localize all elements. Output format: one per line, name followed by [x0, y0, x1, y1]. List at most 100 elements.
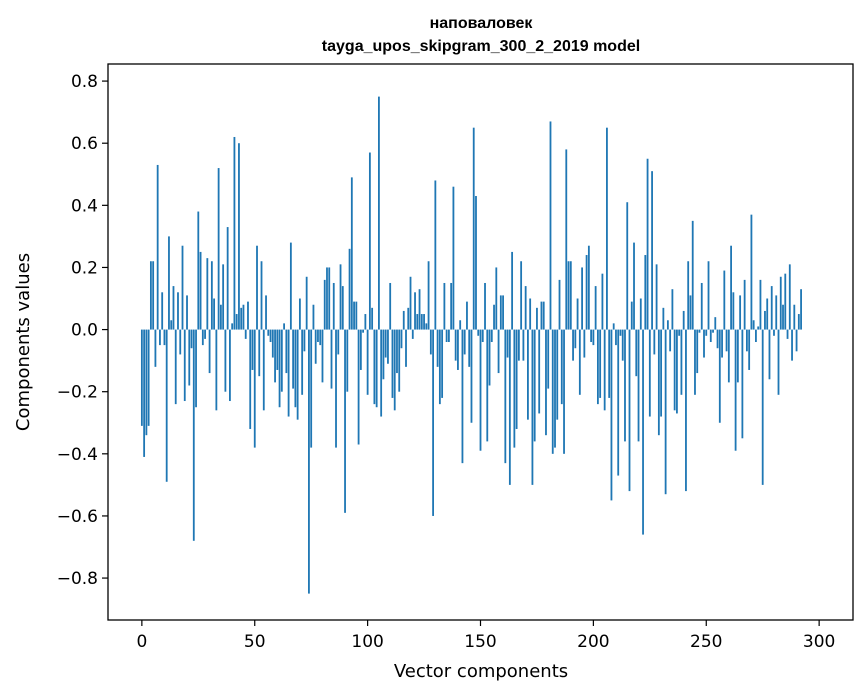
bar-146 — [470, 329, 473, 423]
bar-215 — [626, 202, 629, 330]
bar-153 — [486, 329, 489, 442]
x-tick-label: 200 — [577, 632, 609, 652]
bar-190 — [569, 261, 572, 330]
bar-285 — [784, 273, 787, 330]
bar-74 — [308, 329, 310, 594]
bar-212 — [619, 329, 622, 336]
bar-277 — [766, 298, 769, 330]
bar-237 — [676, 329, 678, 414]
bar-44 — [240, 307, 243, 330]
bar-54 — [262, 329, 265, 411]
bar-177 — [540, 301, 543, 330]
bar-149 — [477, 329, 480, 336]
bar-156 — [493, 304, 495, 330]
bar-219 — [635, 329, 638, 377]
bar-106 — [380, 329, 383, 417]
bar-22 — [190, 329, 193, 349]
bar-276 — [764, 310, 766, 330]
bar-265 — [739, 295, 742, 330]
bar-281 — [775, 295, 778, 330]
bar-21 — [188, 329, 191, 386]
bar-132 — [438, 329, 441, 405]
bar-115 — [400, 329, 403, 349]
bar-200 — [592, 329, 595, 346]
x-axis-ticks: 0 50 100 150 200 250 300 — [136, 620, 835, 652]
bar-202 — [596, 329, 599, 405]
bar-291 — [797, 314, 800, 330]
bar-267 — [743, 279, 746, 330]
bar-32 — [213, 298, 216, 330]
bar-169 — [522, 329, 525, 361]
bar-224 — [646, 158, 649, 330]
bar-116 — [402, 310, 405, 330]
bar-7 — [156, 164, 159, 330]
bar-184 — [556, 329, 559, 420]
bar-9 — [161, 292, 164, 330]
bar-100 — [366, 329, 369, 395]
bar-47 — [247, 301, 249, 330]
bar-250 — [705, 329, 708, 336]
bar-90 — [344, 329, 346, 513]
bar-76 — [312, 304, 315, 330]
bar-247 — [698, 329, 701, 333]
bar-142 — [461, 329, 464, 464]
x-tick-label: 50 — [244, 632, 266, 652]
bar-241 — [685, 329, 687, 492]
bar-83 — [328, 267, 331, 330]
bar-253 — [712, 329, 714, 333]
bar-55 — [265, 295, 267, 330]
bar-113 — [396, 329, 398, 374]
bar-163 — [508, 329, 511, 485]
bar-60 — [276, 329, 279, 370]
bar-107 — [382, 329, 385, 380]
bar-119 — [409, 276, 412, 330]
bar-174 — [533, 329, 536, 442]
bar-217 — [630, 301, 633, 330]
bar-69 — [296, 329, 299, 420]
bar-92 — [348, 248, 351, 330]
bar-96 — [357, 329, 360, 445]
bar-213 — [621, 329, 624, 361]
bar-270 — [750, 214, 753, 330]
bar-238 — [678, 329, 681, 336]
y-axis-label: Components values — [13, 253, 34, 431]
bar-125 — [423, 314, 425, 330]
bar-171 — [527, 329, 529, 420]
bar-77 — [314, 329, 317, 364]
bar-101 — [368, 152, 371, 330]
bar-67 — [292, 329, 295, 389]
bar-120 — [411, 329, 414, 339]
bar-193 — [576, 298, 579, 330]
bar-127 — [427, 261, 430, 330]
bar-226 — [651, 171, 653, 330]
bar-197 — [585, 255, 588, 330]
bar-35 — [219, 304, 222, 330]
bar-284 — [782, 304, 784, 330]
bar-79 — [319, 329, 322, 346]
bar-203 — [599, 329, 602, 398]
bar-105 — [378, 96, 380, 330]
bar-82 — [326, 267, 328, 330]
bar-118 — [407, 307, 410, 330]
bar-50 — [253, 329, 256, 448]
bar-257 — [721, 329, 723, 358]
bar-155 — [490, 329, 493, 342]
bar-259 — [725, 329, 728, 352]
bar-249 — [703, 329, 705, 358]
bar-233 — [666, 320, 669, 330]
bar-40 — [231, 323, 234, 330]
bar-140 — [457, 329, 459, 370]
bar-183 — [554, 329, 556, 448]
bar-33 — [215, 329, 218, 411]
bar-175 — [536, 307, 538, 330]
bar-85 — [332, 282, 335, 330]
bar-136 — [447, 329, 450, 342]
bar-232 — [664, 329, 667, 495]
bar-26 — [199, 251, 202, 330]
bar-189 — [567, 261, 570, 330]
bar-25 — [197, 211, 200, 330]
bar-263 — [734, 329, 737, 451]
plot-frame — [107, 63, 854, 621]
y-tick-label: 0.6 — [71, 134, 98, 154]
bar-38 — [226, 227, 229, 330]
